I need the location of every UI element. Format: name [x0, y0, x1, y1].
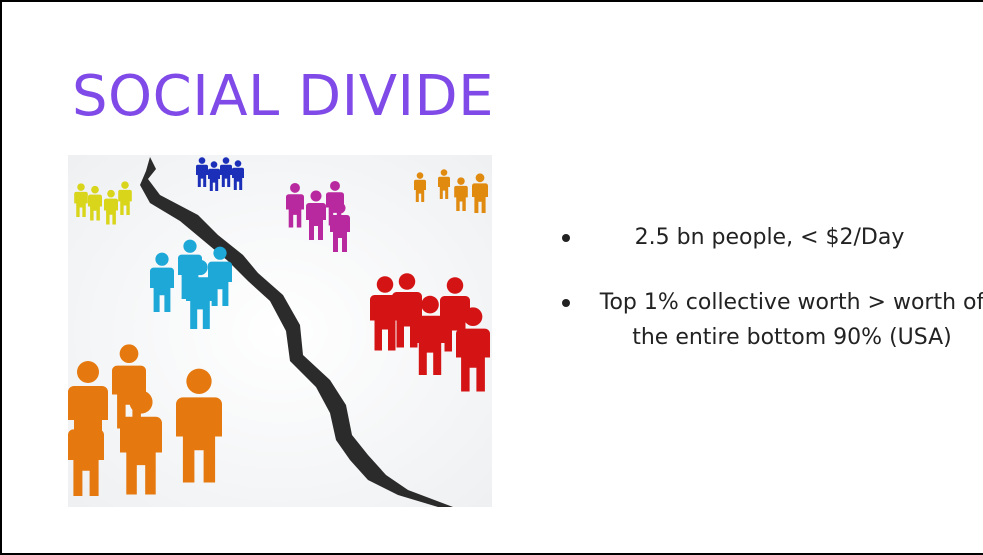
bullet-item: Top 1% collective worth > worth of the e…	[562, 285, 983, 355]
social-divide-illustration	[68, 155, 492, 507]
bullet-dot	[562, 234, 570, 242]
bullet-text: 2.5 bn people, < $2/Day	[634, 225, 905, 250]
bullet-item: 2.5 bn people, < $2/Day	[562, 220, 962, 255]
bullet-text: Top 1% collective worth > worth of the e…	[599, 290, 983, 350]
bullet-list: 2.5 bn people, < $2/Day Top 1% collectiv…	[562, 220, 983, 385]
slide-title: SOCIAL DIVIDE	[72, 64, 495, 129]
crack	[140, 157, 453, 507]
bullet-dot	[562, 299, 570, 307]
